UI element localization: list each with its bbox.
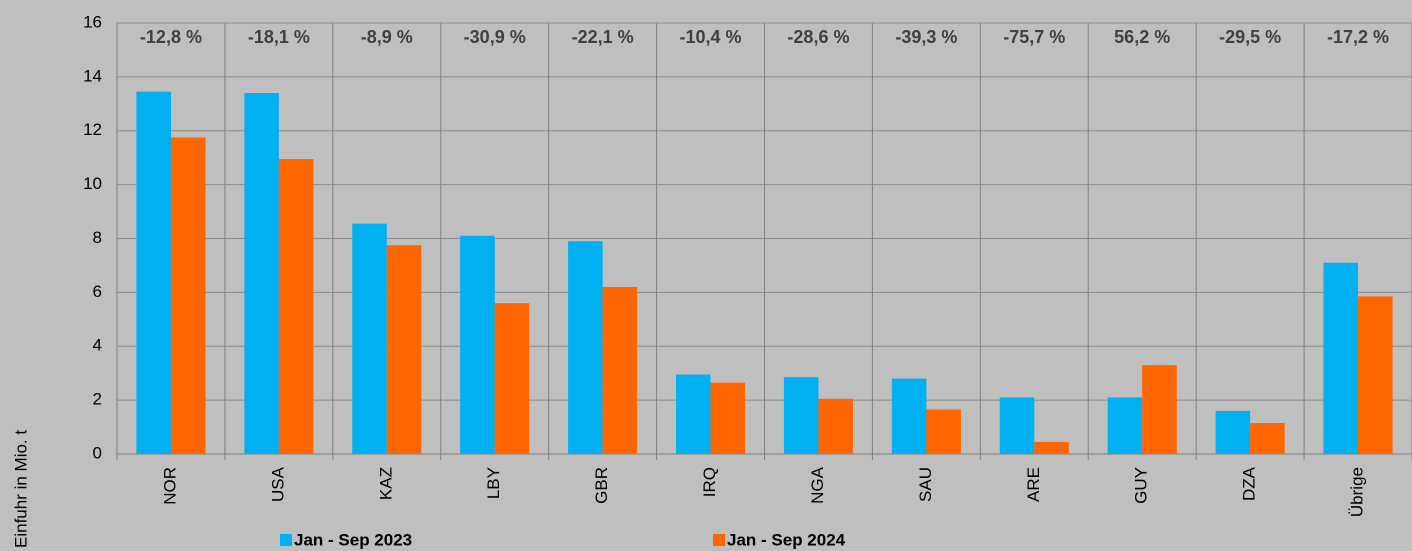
change-label: -29,5 % bbox=[1219, 27, 1281, 47]
change-label: -22,1 % bbox=[572, 27, 634, 47]
bar bbox=[170, 137, 206, 454]
change-label: -8,9 % bbox=[361, 27, 413, 47]
x-tick-label: GBR bbox=[592, 467, 611, 504]
bar bbox=[710, 382, 746, 454]
y-tick-label: 0 bbox=[93, 443, 102, 462]
bar bbox=[460, 235, 495, 454]
legend-label: Jan - Sep 2024 bbox=[727, 530, 846, 549]
bar bbox=[278, 159, 314, 455]
bar bbox=[818, 398, 853, 454]
bar bbox=[676, 374, 711, 454]
change-label: 56,2 % bbox=[1114, 27, 1170, 47]
bar bbox=[891, 378, 927, 454]
x-tick-label: SAU bbox=[916, 467, 935, 502]
y-tick-label: 6 bbox=[93, 282, 102, 301]
bar bbox=[352, 223, 387, 454]
x-tick-label: NGA bbox=[808, 466, 827, 504]
bar bbox=[386, 245, 422, 454]
bar bbox=[1358, 296, 1393, 454]
change-label: -30,9 % bbox=[464, 27, 526, 47]
y-tick-label: 8 bbox=[93, 228, 102, 247]
bar bbox=[926, 409, 961, 454]
change-label: -39,3 % bbox=[895, 27, 957, 47]
x-tick-label: USA bbox=[268, 466, 287, 502]
change-label: -18,1 % bbox=[248, 27, 310, 47]
change-label: -12,8 % bbox=[140, 27, 202, 47]
bar bbox=[244, 93, 279, 454]
x-tick-label: KAZ bbox=[376, 467, 395, 500]
change-label: -75,7 % bbox=[1003, 27, 1065, 47]
x-tick-label: ARE bbox=[1024, 467, 1043, 502]
x-tick-label: GUY bbox=[1132, 467, 1151, 504]
bar bbox=[136, 91, 171, 455]
bar bbox=[1323, 262, 1359, 454]
bar bbox=[602, 286, 638, 454]
legend-label: Jan - Sep 2023 bbox=[294, 530, 412, 549]
bar bbox=[494, 303, 530, 454]
bar bbox=[1107, 397, 1143, 454]
bar bbox=[1142, 365, 1177, 454]
y-tick-label: 10 bbox=[83, 174, 102, 193]
x-tick-label: Übrige bbox=[1348, 467, 1367, 517]
legend-swatch bbox=[713, 534, 725, 546]
y-tick-label: 12 bbox=[83, 120, 102, 139]
change-label: -17,2 % bbox=[1327, 27, 1389, 47]
bar bbox=[1034, 441, 1069, 454]
x-tick-label: LBY bbox=[484, 467, 503, 499]
y-axis-label: Einfuhr in Mio. t bbox=[11, 430, 30, 548]
x-tick-label: IRQ bbox=[700, 467, 719, 497]
y-tick-label: 2 bbox=[93, 390, 102, 409]
y-tick-label: 16 bbox=[83, 12, 102, 31]
bar bbox=[999, 397, 1035, 454]
y-tick-label: 14 bbox=[83, 66, 102, 85]
bar bbox=[1250, 423, 1285, 454]
x-tick-label: DZA bbox=[1240, 466, 1259, 501]
bar bbox=[783, 377, 819, 454]
legend-swatch bbox=[280, 534, 292, 546]
bar bbox=[568, 241, 603, 454]
y-tick-label: 4 bbox=[93, 336, 102, 355]
change-label: -28,6 % bbox=[787, 27, 849, 47]
x-tick-label: NOR bbox=[160, 467, 179, 505]
bar bbox=[1215, 410, 1251, 454]
change-label: -10,4 % bbox=[680, 27, 742, 47]
